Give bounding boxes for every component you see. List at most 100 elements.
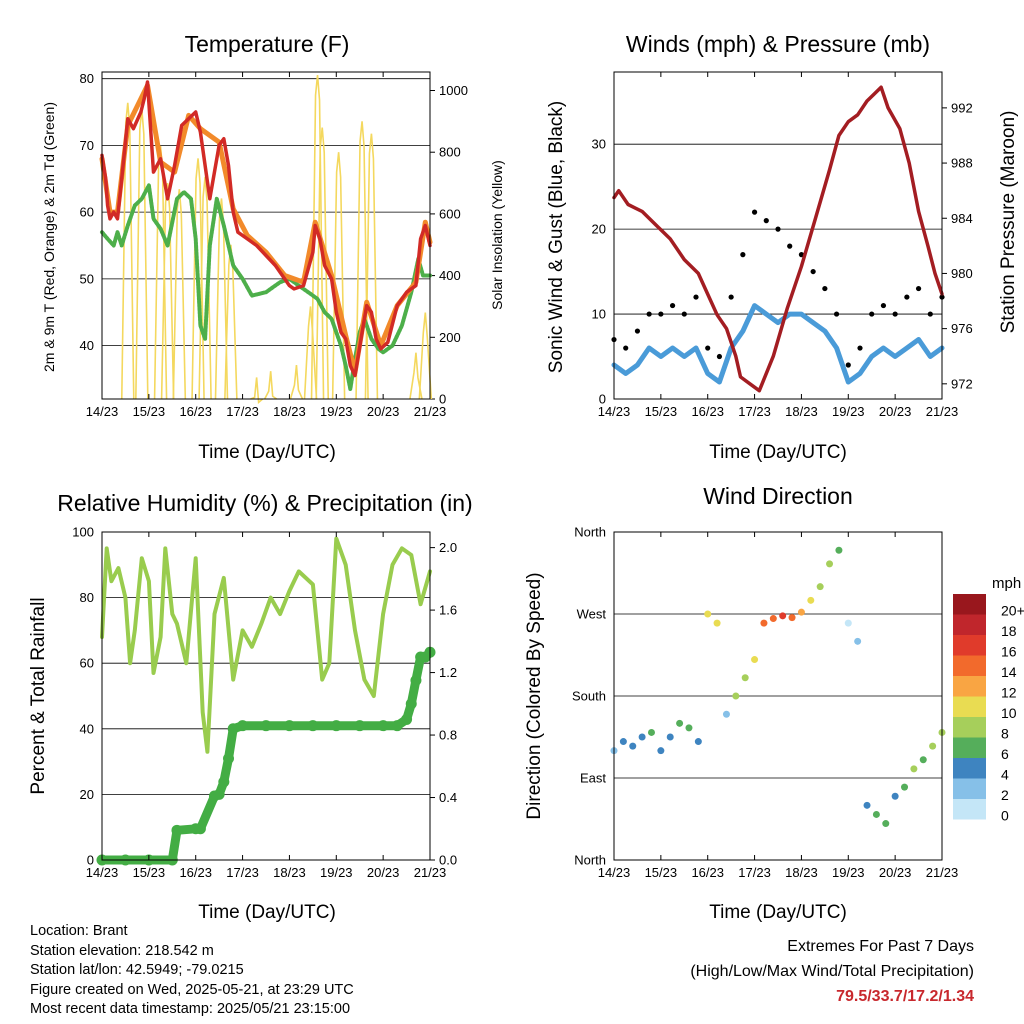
temperature-ylabel-right: Solar Insolation (Yellow) [489, 160, 505, 310]
gust-point [763, 218, 769, 224]
direction-point [629, 742, 637, 750]
solar-insolation-spike [160, 182, 175, 400]
direction-xlabel: Time (Day/UTC) [709, 902, 847, 923]
y2-tick-label: 980 [951, 266, 973, 281]
x-tick-label: 20/23 [879, 865, 912, 880]
y-tick-label: 20 [592, 222, 606, 237]
gust-point [833, 311, 840, 317]
colorbar-label: 18 [1001, 623, 1017, 639]
y2-tick-label: 0.4 [439, 790, 457, 805]
y2-tick-label: 1000 [439, 83, 468, 98]
y-tick-label: 80 [80, 590, 94, 605]
x-tick-label: 14/23 [86, 404, 119, 419]
direction-point [704, 610, 712, 618]
colorbar-unit: mph [992, 575, 1021, 592]
direction-point [638, 733, 646, 741]
gust-point [892, 311, 898, 317]
y-tick-label: 70 [80, 138, 94, 153]
direction-point [732, 692, 740, 700]
y-tick-label: 60 [80, 656, 94, 671]
gust-point [681, 311, 687, 317]
colorbar-swatch [953, 778, 986, 799]
x-tick-label: 16/23 [691, 865, 724, 880]
gust-point [845, 362, 851, 368]
direction-title: Wind Direction [703, 483, 853, 509]
x-tick-label: 21/23 [414, 404, 447, 419]
colorbar-swatch [953, 676, 986, 697]
y2-tick-label: 200 [439, 330, 461, 345]
temperature-title: Temperature (F) [185, 31, 350, 57]
colorbar-swatch [953, 614, 986, 635]
gust-point [787, 243, 793, 249]
direction-point [872, 810, 880, 818]
gust-point [705, 345, 711, 351]
direction-point [779, 612, 787, 620]
plot-frame-2 [101, 531, 431, 861]
info-latlon: Station lat/lon: 42.5949; -79.0215 [30, 962, 244, 978]
direction-point [619, 738, 627, 746]
x-tick-label: 19/23 [832, 865, 865, 880]
colorbar-label: 8 [1001, 725, 1009, 741]
solar-insolation-spike [409, 352, 423, 400]
gust-point [716, 353, 723, 360]
info-location: Location: Brant [30, 923, 128, 939]
x-tick-label: 19/23 [320, 865, 353, 880]
solar-insolation-spike [289, 364, 304, 400]
temperature-ylabel-left: 2m & 9m T (Red, Orange) & 2m Td (Green) [41, 102, 57, 372]
humidity-ylabel-left: Percent & Total Rainfall [28, 597, 49, 794]
direction-ylabel-left: Direction (Colored By Speed) [524, 572, 545, 819]
x-tick-label: 18/23 [273, 404, 306, 419]
y2-tick-label: 984 [951, 211, 973, 226]
temp-2m-series [100, 80, 432, 378]
solar-insolation-spike [303, 306, 318, 400]
x-tick-label: 18/23 [785, 865, 818, 880]
x-tick-label: 17/23 [738, 865, 771, 880]
winds-title: Winds (mph) & Pressure (mb) [626, 31, 930, 57]
y-tick-label: 10 [592, 307, 606, 322]
solar-insolation-spike [214, 198, 229, 400]
gust-point [857, 345, 863, 351]
y-tick-label: North [574, 853, 606, 868]
direction-point [929, 742, 937, 750]
direction-point [835, 546, 843, 554]
colorbar-swatch [953, 737, 986, 758]
wind-series [611, 303, 945, 385]
y-tick-label: 0 [87, 853, 94, 868]
solar-insolation-spike [135, 108, 149, 400]
direction-point [676, 719, 684, 727]
y2-tick-label: 1.2 [439, 665, 457, 680]
direction-point [769, 615, 777, 623]
extremes-values: 79.5/33.7/17.2/1.34 [836, 988, 974, 1005]
direction-point [657, 747, 665, 755]
humidity-series [100, 536, 432, 754]
colorbar-label: 6 [1001, 746, 1009, 762]
x-tick-label: 18/23 [273, 865, 306, 880]
winds-ylabel-right: Station Pressure (Maroon) [998, 111, 1019, 334]
colorbar-label: 4 [1001, 766, 1009, 782]
solar-insolation-spike [250, 377, 264, 405]
x-tick-label: 14/23 [598, 404, 631, 419]
station-info: Location: Brant Station elevation: 218.5… [30, 922, 354, 1020]
plot-frame-0 [101, 71, 431, 400]
colorbar-label: 12 [1001, 684, 1017, 700]
y-tick-label: North [574, 525, 606, 540]
humidity-title: Relative Humidity (%) & Precipitation (i… [57, 490, 472, 516]
x-tick-label: 20/23 [879, 404, 912, 419]
gust-point [927, 311, 933, 317]
y2-tick-label: 0.8 [439, 728, 457, 743]
y-tick-label: West [577, 607, 607, 622]
direction-point [891, 792, 899, 800]
colorbar-label: 2 [1001, 787, 1009, 803]
gust-point [751, 209, 758, 215]
y2-tick-label: 400 [439, 268, 461, 283]
extremes-heading: Extremes For Past 7 Days [787, 938, 974, 955]
y-tick-label: 0 [599, 392, 606, 407]
direction-point [713, 619, 721, 627]
x-tick-label: 17/23 [226, 404, 259, 419]
gust-point [669, 302, 676, 309]
info-recent: Most recent data timestamp: 2025/05/21 2… [30, 1001, 351, 1017]
y2-tick-label: 800 [439, 145, 461, 160]
solar-insolation-spike [355, 121, 369, 400]
x-tick-label: 16/23 [179, 404, 212, 419]
direction-point [807, 596, 815, 604]
